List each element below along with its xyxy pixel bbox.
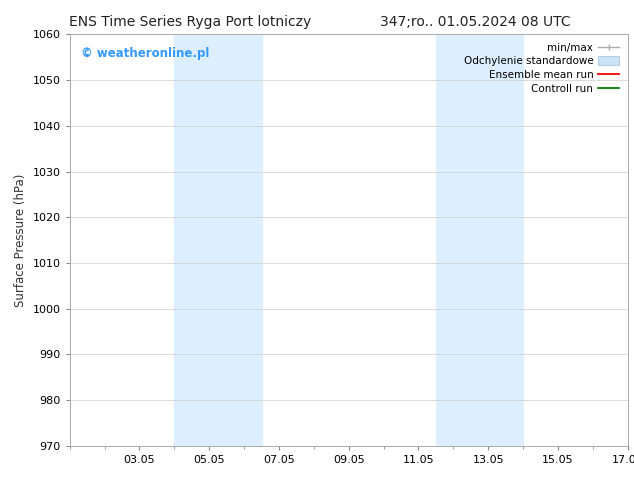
Bar: [174, 34, 261, 446]
Text: 347;ro.. 01.05.2024 08 UTC: 347;ro.. 01.05.2024 08 UTC: [380, 15, 571, 29]
Y-axis label: Surface Pressure (hPa): Surface Pressure (hPa): [14, 173, 27, 307]
Text: ENS Time Series Ryga Port lotniczy: ENS Time Series Ryga Port lotniczy: [69, 15, 311, 29]
Legend: min/max, Odchylenie standardowe, Ensemble mean run, Controll run: min/max, Odchylenie standardowe, Ensembl…: [460, 40, 623, 97]
Text: © weatheronline.pl: © weatheronline.pl: [81, 47, 209, 60]
Bar: [436, 34, 523, 446]
